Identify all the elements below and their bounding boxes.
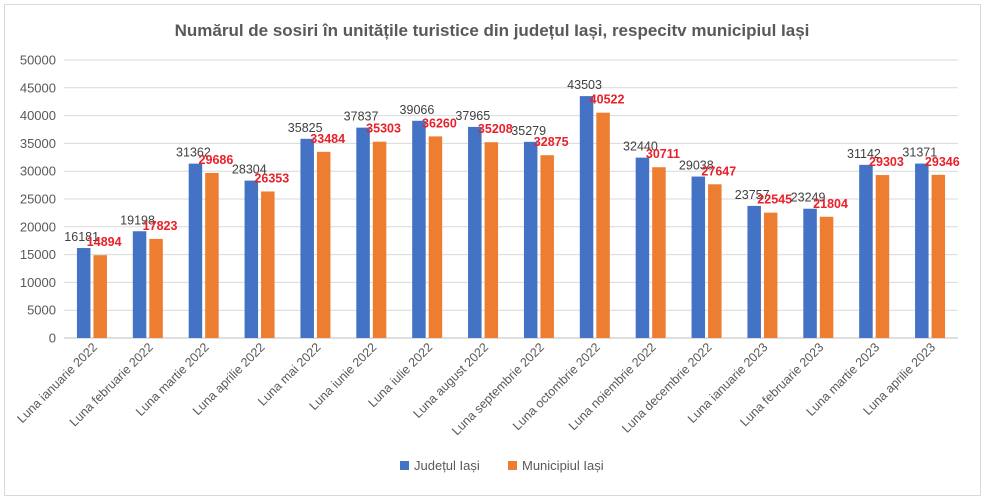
bar-judetul — [132, 231, 147, 338]
bar-judetul — [915, 163, 929, 338]
bar-municipiul — [931, 174, 946, 338]
data-label-judetul: 43503 — [567, 78, 602, 92]
legend-label-judetul: Județul Iași — [414, 458, 480, 473]
bar-judetul — [244, 180, 259, 338]
bar-municipiul — [484, 142, 499, 338]
data-label-judetul: 23249 — [791, 191, 826, 205]
data-label-judetul: 31142 — [847, 147, 881, 161]
bar-judetul — [300, 138, 314, 338]
bar-municipiul — [708, 184, 722, 338]
bar-municipiul — [205, 172, 219, 338]
bar-municipiul — [596, 112, 610, 338]
data-label-municipiul: 36260 — [422, 116, 457, 130]
data-label-municipiul: 22545 — [757, 193, 792, 207]
y-tick-label: 15000 — [20, 247, 56, 262]
data-label-judetul: 29038 — [679, 159, 714, 173]
bar-judetul — [523, 141, 538, 338]
legend-swatch-judetul — [400, 461, 409, 470]
data-label-municipiul: 26353 — [254, 171, 289, 185]
data-label-judetul: 37837 — [344, 110, 379, 124]
bar-municipiul — [149, 238, 163, 338]
y-tick-label: 5000 — [27, 303, 56, 318]
data-label-municipiul: 29346 — [925, 155, 960, 169]
data-label-judetul: 35825 — [288, 121, 323, 135]
data-label-judetul: 28304 — [232, 163, 267, 177]
bar-municipiul — [763, 212, 778, 338]
data-label-municipiul: 29686 — [199, 153, 234, 167]
data-label-judetul: 32440 — [623, 140, 658, 154]
data-label-municipiul: 27647 — [701, 164, 736, 178]
y-tick-label: 30000 — [20, 164, 56, 179]
data-label-municipiul: 29303 — [869, 155, 904, 169]
bar-municipiul — [428, 136, 443, 338]
data-label-municipiul: 33484 — [310, 132, 345, 146]
data-label-municipiul: 35208 — [478, 122, 513, 136]
bar-judetul — [356, 127, 370, 338]
y-tick-label: 20000 — [20, 219, 56, 234]
data-label-judetul: 35279 — [511, 124, 546, 138]
bar-judetul — [859, 164, 873, 338]
data-label-municipiul: 35303 — [366, 122, 401, 136]
y-tick-label: 10000 — [20, 275, 56, 290]
y-tick-label: 45000 — [20, 80, 56, 95]
data-label-judetul: 37965 — [455, 109, 490, 123]
data-label-judetul: 31371 — [902, 146, 937, 160]
bars — [76, 96, 946, 339]
bar-municipiul — [540, 155, 554, 338]
bar-judetul — [635, 157, 650, 338]
legend: Județul Iași Municipiul Iași — [400, 458, 604, 473]
bar-municipiul — [93, 255, 107, 338]
bar-judetul — [76, 248, 91, 338]
chart-title: Numărul de sosiri în unitățile turistice… — [175, 21, 810, 40]
data-label-municipiul: 17823 — [143, 219, 178, 233]
bar-municipiul — [261, 191, 275, 338]
bar-judetul — [691, 176, 706, 338]
y-axis: 0 5000 10000 15000 20000 25000 30000 35000 40000… — [20, 53, 56, 346]
bar-judetul — [188, 163, 203, 338]
bar-municipiul — [652, 167, 666, 338]
data-label-judetul: 39066 — [400, 103, 435, 117]
data-label-judetul: 19198 — [120, 213, 155, 227]
bar-municipiul — [316, 151, 331, 338]
y-tick-label: 35000 — [20, 136, 56, 151]
y-tick-label: 40000 — [20, 108, 56, 123]
bar-judetul — [412, 120, 426, 339]
bar-judetul — [747, 205, 761, 338]
data-label-municipiul: 21804 — [813, 197, 848, 211]
data-label-municipiul: 40522 — [590, 93, 625, 107]
data-label-judetul: 16181 — [64, 230, 99, 244]
bar-judetul — [468, 126, 482, 338]
bar-municipiul — [819, 216, 834, 338]
data-label-municipiul: 30711 — [646, 147, 680, 161]
bar-municipiul — [372, 141, 387, 338]
y-tick-label: 25000 — [20, 192, 56, 207]
y-tick-label: 50000 — [20, 53, 56, 68]
y-tick-label: 0 — [49, 331, 56, 346]
x-tick-label: Luna septembrie 2022 — [449, 340, 547, 438]
legend-label-municipiul: Municipiul Iași — [522, 458, 604, 473]
bar-judetul — [579, 96, 594, 338]
bar-judetul — [803, 208, 817, 338]
legend-swatch-municipiul — [508, 461, 517, 470]
bar-municipiul — [875, 175, 890, 338]
data-label-judetul: 31362 — [176, 146, 211, 160]
data-label-municipiul: 32875 — [534, 135, 569, 149]
data-label-judetul: 23757 — [735, 188, 770, 202]
data-label-municipiul: 14894 — [87, 235, 122, 249]
